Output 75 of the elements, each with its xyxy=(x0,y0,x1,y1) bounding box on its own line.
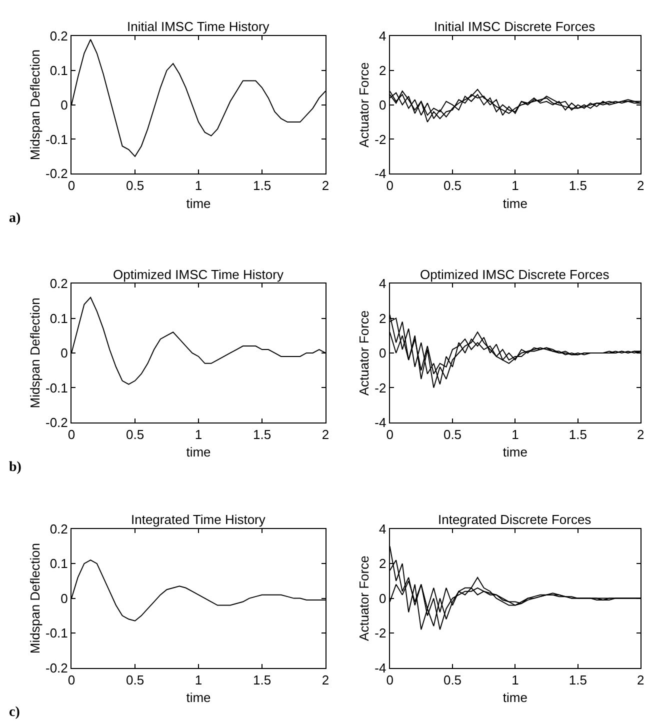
y-tick-label: 0.1 xyxy=(50,556,68,572)
chart-title: Initial IMSC Discrete Forces xyxy=(434,19,596,34)
y-tick-label: 0.1 xyxy=(50,63,68,78)
x-tick-label: 2 xyxy=(636,178,644,194)
x-tick-label: 1 xyxy=(512,427,519,442)
y-tick-label: -2 xyxy=(374,380,386,396)
y-tick-label: -4 xyxy=(374,166,386,182)
y-tick-label: -0.1 xyxy=(46,380,68,396)
chart-title: Optimized IMSC Discrete Forces xyxy=(420,267,610,282)
y-tick-label: 2 xyxy=(378,63,386,78)
x-axis-title: time xyxy=(502,444,528,460)
y-tick-label: 0 xyxy=(60,97,68,112)
y-axis-title: Midspan Deflection xyxy=(27,543,42,654)
x-tick-label: 2 xyxy=(636,427,644,442)
y-tick-label: -0.1 xyxy=(46,132,68,147)
y-tick-label: -0.1 xyxy=(46,626,68,641)
y-tick-label: 2 xyxy=(378,556,386,572)
x-tick-label: 1 xyxy=(194,672,202,688)
x-tick-label: 0.5 xyxy=(126,427,144,442)
x-tick-label: 2 xyxy=(322,672,330,688)
x-tick-label: 1 xyxy=(512,178,519,194)
x-tick-label: 0.5 xyxy=(443,427,462,442)
x-tick-label: 2 xyxy=(322,427,330,442)
x-axis-title: time xyxy=(502,196,528,211)
x-tick-label: 0.5 xyxy=(443,178,462,194)
x-axis-title: time xyxy=(186,690,211,705)
chart-title: Integrated Time History xyxy=(131,512,266,527)
y-tick-label: -0.2 xyxy=(46,166,68,182)
x-tick-label: 1.5 xyxy=(252,178,272,194)
x-tick-label: 0.5 xyxy=(126,672,144,688)
x-axis-title: time xyxy=(186,444,211,460)
chart-title: Initial IMSC Time History xyxy=(127,19,270,34)
y-tick-label: -0.2 xyxy=(46,415,68,430)
x-tick-label: 1 xyxy=(512,672,519,688)
x-tick-label: 2 xyxy=(636,672,644,688)
y-tick-label: 0 xyxy=(378,346,386,361)
x-axis-title: time xyxy=(502,690,528,705)
x-tick-label: 1.5 xyxy=(252,672,272,688)
x-tick-label: 1.5 xyxy=(252,427,272,442)
y-axis-title: Midspan Deflection xyxy=(27,298,42,408)
y-tick-label: -2 xyxy=(374,132,386,147)
y-tick-label: -0.2 xyxy=(46,660,68,676)
x-tick-label: 0.5 xyxy=(126,178,144,194)
x-tick-label: 1.5 xyxy=(568,178,587,194)
y-tick-label: 0 xyxy=(60,590,68,606)
x-axis-title: time xyxy=(186,196,211,211)
y-tick-label: 4 xyxy=(378,521,386,536)
x-tick-label: 2 xyxy=(322,178,330,194)
chart-title: Integrated Discrete Forces xyxy=(438,512,592,527)
y-tick-label: 2 xyxy=(378,310,386,326)
x-tick-label: 1 xyxy=(194,178,202,194)
y-tick-label: -2 xyxy=(374,626,386,641)
x-tick-label: 1 xyxy=(194,427,202,442)
y-axis-title: Actuator Force xyxy=(356,310,372,396)
y-tick-label: -4 xyxy=(374,415,386,430)
x-tick-label: 1.5 xyxy=(568,427,587,442)
y-tick-label: 4 xyxy=(378,276,386,292)
y-tick-label: 0.2 xyxy=(50,276,68,292)
y-tick-label: 0.2 xyxy=(50,28,68,44)
y-tick-label: 0 xyxy=(378,97,386,112)
y-tick-label: 0 xyxy=(60,346,68,361)
y-tick-label: 0 xyxy=(378,590,386,606)
text: b) xyxy=(9,460,22,475)
y-tick-label: 4 xyxy=(378,28,386,44)
y-tick-label: 0.1 xyxy=(50,310,68,326)
text: c) xyxy=(9,705,20,720)
chart-title: Optimized IMSC Time History xyxy=(113,267,284,282)
text: a) xyxy=(9,211,21,226)
x-tick-label: 1.5 xyxy=(568,672,587,688)
y-axis-title: Midspan Deflection xyxy=(27,50,42,160)
x-tick-label: 0.5 xyxy=(443,672,462,688)
y-tick-label: 0.2 xyxy=(50,521,68,536)
y-axis-title: Actuator Force xyxy=(356,62,372,148)
y-axis-title: Actuator Force xyxy=(356,556,372,641)
y-tick-label: -4 xyxy=(374,660,386,676)
